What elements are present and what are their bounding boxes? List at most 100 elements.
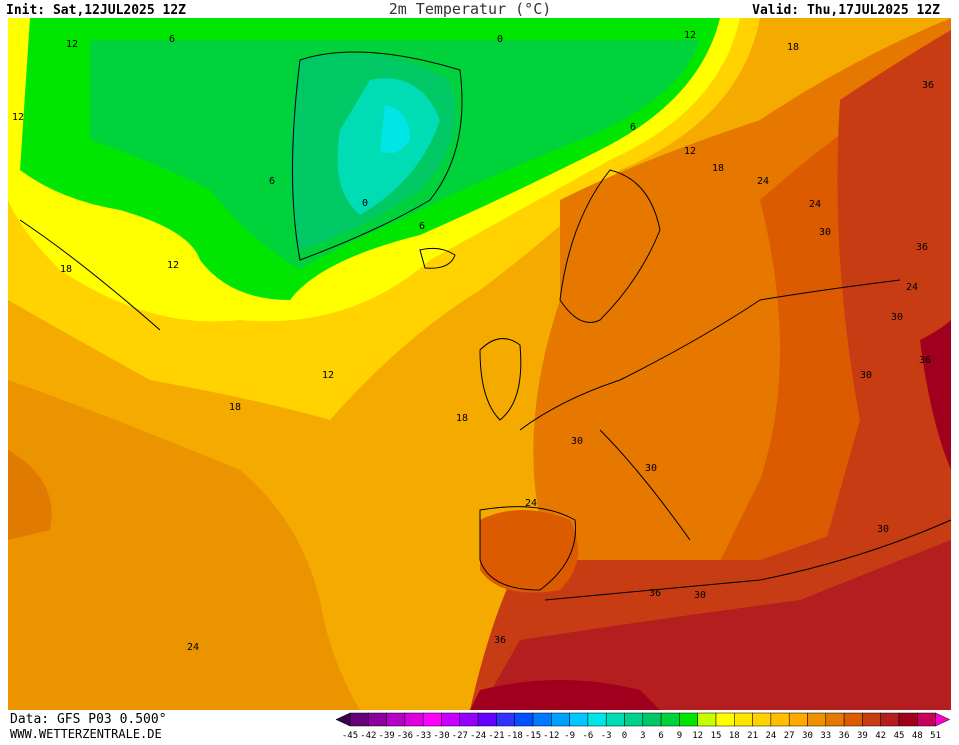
colorbar-swatch bbox=[862, 712, 881, 727]
colorbar-swatch bbox=[605, 712, 625, 727]
contour-label: 12 bbox=[684, 146, 696, 157]
contour-label: 30 bbox=[645, 463, 657, 474]
contour-label: 36 bbox=[916, 242, 928, 253]
contour-label: 30 bbox=[571, 436, 583, 447]
colorbar-label: -36 bbox=[397, 731, 413, 741]
contour-label: 24 bbox=[809, 199, 821, 210]
colorbar-label: -6 bbox=[582, 731, 593, 741]
colorbar-label: 33 bbox=[820, 731, 831, 741]
colorbar-label: 21 bbox=[747, 731, 758, 741]
colorbar-swatch bbox=[642, 712, 662, 727]
colorbar-swatch bbox=[715, 712, 735, 727]
contour-label: 12 bbox=[167, 260, 179, 271]
contour-label: 12 bbox=[322, 370, 334, 381]
contour-label: 6 bbox=[419, 221, 425, 232]
website: WWW.WETTERZENTRALE.DE bbox=[10, 727, 162, 741]
colorbar-swatch bbox=[386, 712, 406, 727]
contour-label: 6 bbox=[269, 176, 275, 187]
colorbar-swatch bbox=[679, 712, 698, 727]
colorbar-label: -45 bbox=[342, 731, 358, 741]
colorbar-swatch bbox=[917, 712, 936, 727]
contour-label: 18 bbox=[787, 42, 799, 53]
colorbar-swatch bbox=[459, 712, 479, 727]
colorbar-label: 3 bbox=[640, 731, 645, 741]
colorbar-swatch bbox=[770, 712, 790, 727]
contour-label: 18 bbox=[60, 264, 72, 275]
colorbar-label: 42 bbox=[875, 731, 886, 741]
contour-label: 24 bbox=[187, 642, 199, 653]
colorbar-swatch bbox=[569, 712, 589, 727]
map-title: 2m Temperatur (°C) bbox=[389, 0, 552, 18]
contour-label: 36 bbox=[494, 635, 506, 646]
colorbar-swatch bbox=[734, 712, 753, 727]
contour-label: 30 bbox=[891, 312, 903, 323]
colorbar-label: 48 bbox=[912, 731, 923, 741]
colorbar-arrow bbox=[335, 712, 351, 727]
init-label: Init: Sat,12JUL2025 12Z bbox=[6, 3, 186, 18]
map: 12 6 0 12 18 36 12 6 0 6 6 12 18 24 24 30 36 18 12 12 18 18 30… bbox=[8, 18, 952, 710]
data-source: Data: GFS P03 0.500° bbox=[10, 712, 167, 727]
contour-label: 12 bbox=[66, 39, 78, 50]
contour-label: 24 bbox=[757, 176, 769, 187]
contour-label: 6 bbox=[630, 122, 636, 133]
colorbar-label: 18 bbox=[729, 731, 740, 741]
colorbar-label: 15 bbox=[711, 731, 722, 741]
contour-label: 6 bbox=[169, 34, 175, 45]
colorbar-swatch bbox=[660, 712, 680, 727]
contour-label: 30 bbox=[860, 370, 872, 381]
colorbar-swatch bbox=[514, 712, 534, 727]
contour-label: 18 bbox=[712, 163, 724, 174]
contour-label: 30 bbox=[877, 524, 889, 535]
contour-label: 30 bbox=[819, 227, 831, 238]
colorbar-swatch bbox=[496, 712, 515, 727]
colorbar-label: 39 bbox=[857, 731, 868, 741]
colorbar-swatch bbox=[898, 712, 918, 727]
contour-label: 0 bbox=[497, 34, 503, 45]
colorbar-label: 6 bbox=[658, 731, 663, 741]
contour-label: 36 bbox=[919, 355, 931, 366]
colorbar-label: 24 bbox=[765, 731, 776, 741]
colorbar-label: -9 bbox=[564, 731, 575, 741]
colorbar-swatch bbox=[368, 712, 387, 727]
colorbar-label: 27 bbox=[784, 731, 795, 741]
colorbar-label: -30 bbox=[433, 731, 449, 741]
colorbar-label: -18 bbox=[507, 731, 523, 741]
colorbar-swatch bbox=[441, 712, 461, 727]
colorbar-swatch bbox=[807, 712, 827, 727]
colorbar-swatch bbox=[551, 712, 570, 727]
colorbar-swatch bbox=[404, 712, 424, 727]
colorbar-label: -39 bbox=[378, 731, 394, 741]
contour-label: 12 bbox=[684, 30, 696, 41]
contour-label: 36 bbox=[922, 80, 934, 91]
colorbar-label: -21 bbox=[488, 731, 504, 741]
colorbar-label: -33 bbox=[415, 731, 431, 741]
colorbar-label: 51 bbox=[930, 731, 941, 741]
colorbar-swatch bbox=[825, 712, 845, 727]
contour-label: 18 bbox=[456, 413, 468, 424]
colorbar-swatch bbox=[697, 712, 717, 727]
contour-label: 0 bbox=[362, 198, 368, 209]
colorbar-label: -24 bbox=[470, 731, 486, 741]
colorbar-swatch bbox=[880, 712, 900, 727]
colorbar-label: 12 bbox=[692, 731, 703, 741]
colorbar-swatch bbox=[422, 712, 442, 727]
contour-label: 30 bbox=[694, 590, 706, 601]
colorbar-label: -27 bbox=[452, 731, 468, 741]
contour-label: 36 bbox=[649, 588, 661, 599]
colorbar-arrow bbox=[935, 712, 951, 727]
colorbar-label: 0 bbox=[622, 731, 627, 741]
contour-label: 24 bbox=[906, 282, 918, 293]
valid-label: Valid: Thu,17JUL2025 12Z bbox=[752, 3, 940, 18]
colorbar-label: 45 bbox=[894, 731, 905, 741]
colorbar-label: 30 bbox=[802, 731, 813, 741]
contour-label: 24 bbox=[525, 498, 537, 509]
colorbar-swatch bbox=[587, 712, 607, 727]
colorbar-label: -15 bbox=[525, 731, 541, 741]
contour-label: 18 bbox=[229, 402, 241, 413]
colorbar-swatch bbox=[752, 712, 772, 727]
colorbar-swatch bbox=[624, 712, 644, 727]
colorbar-swatch bbox=[477, 712, 497, 727]
colorbar-swatch bbox=[843, 712, 863, 727]
